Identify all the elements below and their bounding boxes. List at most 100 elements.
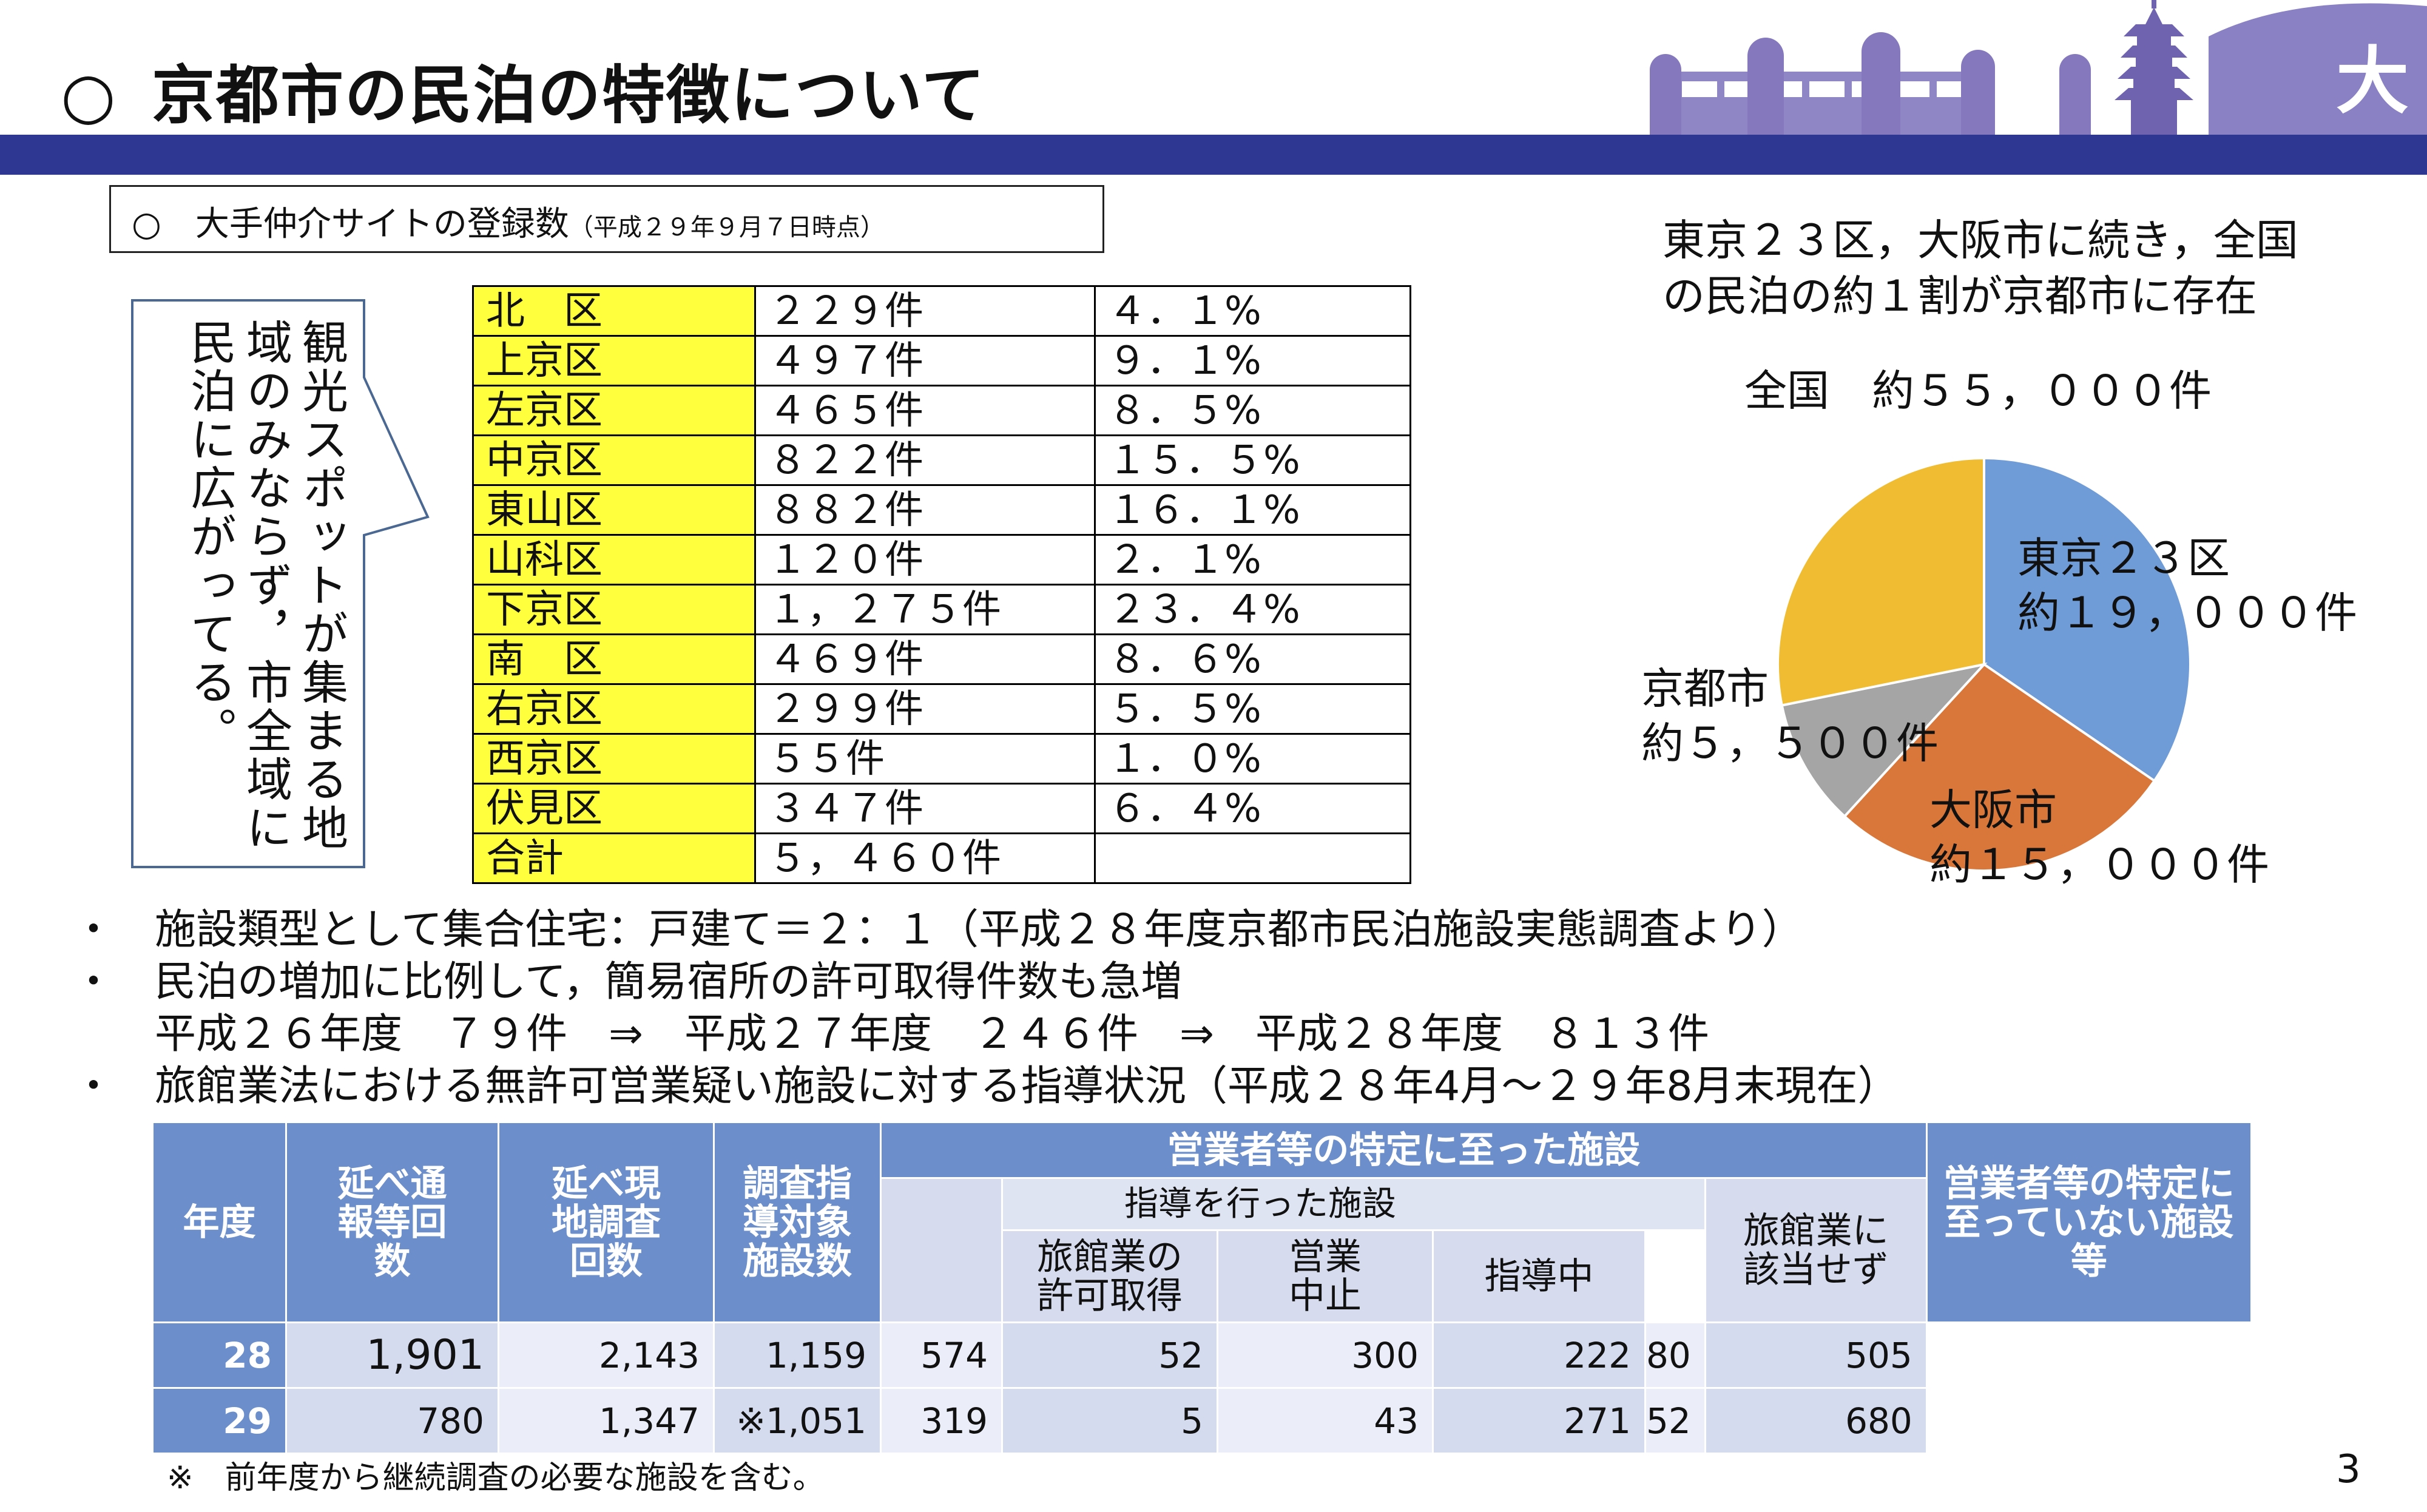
cell-ongoing: 271 bbox=[1432, 1387, 1646, 1454]
ward-row: 右京区 ２９９件 ５．５% bbox=[472, 683, 1411, 735]
subheading-box: ○ 大手仲介サイトの登録数（平成２９年９月７日時点） bbox=[109, 185, 1104, 253]
callout-shape bbox=[131, 299, 430, 868]
ward-count: １２０件 bbox=[754, 534, 1096, 586]
bullet-item: ・民泊の増加に比例して，簡易宿所の許可取得件数も急増 bbox=[73, 956, 1899, 1008]
cell-stopped: 300 bbox=[1217, 1321, 1434, 1389]
cell-year: 28 bbox=[152, 1321, 287, 1389]
bullet-dot: ・ bbox=[73, 1062, 115, 1110]
ward-row: 南 区 ４６９件 ８．６% bbox=[472, 633, 1411, 685]
title-text: 京都市の民泊の特徴について bbox=[152, 58, 986, 132]
title-circle: ○ bbox=[61, 58, 117, 132]
ward-row: 西京区 ５５件 １．０% bbox=[472, 733, 1411, 785]
ward-count: ８２２件 bbox=[754, 434, 1096, 486]
ward-count: ５，４６０件 bbox=[754, 832, 1096, 884]
header-visits: 延べ現地調査回数 bbox=[498, 1121, 715, 1323]
ward-row: 伏見区 ３４７件 ６．４% bbox=[472, 783, 1411, 834]
pie-title: 全国 約５５，０００件 bbox=[1744, 366, 2212, 416]
ward-percent: ８．５% bbox=[1094, 385, 1411, 436]
ward-count: ４６９件 bbox=[754, 633, 1096, 685]
pie-label-tokyo: 東京２３区 約１９，０００件 bbox=[2017, 531, 2357, 640]
ward-row: 北 区 ２２９件 ４．１% bbox=[472, 285, 1411, 337]
header-permit: 旅館業の許可取得 bbox=[1001, 1229, 1218, 1323]
cell-reports: 780 bbox=[285, 1387, 499, 1454]
bullet-dot: ・ bbox=[73, 906, 115, 954]
cell-visits: 1,347 bbox=[498, 1387, 715, 1454]
pie-label-kyoto: 京都市 約５，５００件 bbox=[1641, 661, 1939, 771]
pie-slice-tokyo bbox=[1983, 456, 2192, 783]
subheading-text: ○ 大手仲介サイトの登録数 bbox=[132, 204, 569, 244]
pie-chart bbox=[1777, 456, 2192, 872]
header-identified-count bbox=[880, 1177, 1003, 1323]
ward-name: 東山区 bbox=[472, 484, 756, 536]
cell-reports: 1,901 bbox=[285, 1321, 499, 1389]
subheading-note: （平成２９年９月７日時点） bbox=[569, 214, 885, 241]
ward-name: 伏見区 bbox=[472, 783, 756, 834]
ward-row: 中京区 ８２２件 １５．５% bbox=[472, 434, 1411, 486]
callout-bubble bbox=[130, 299, 440, 869]
bullet-item: ・旅館業法における無許可営業疑い施設に対する指導状況（平成２８年4月～２９年8月… bbox=[73, 1061, 1899, 1113]
header-reports: 延べ通報等回数 bbox=[285, 1121, 499, 1323]
header-year: 年度 bbox=[152, 1121, 287, 1323]
callout-text: 観光スポットが集まる地域のみならず，市全域に民泊に広がってる。 bbox=[183, 319, 348, 852]
ward-percent bbox=[1094, 832, 1411, 884]
cell-ongoing: 222 bbox=[1432, 1321, 1646, 1389]
ward-percent: ９．１% bbox=[1094, 335, 1411, 386]
ward-name: 山科区 bbox=[472, 534, 756, 586]
ward-percent: ５．５% bbox=[1094, 683, 1411, 735]
guidance-row: 28 1,901 2,143 1,159 574 52 300 222 80 505 bbox=[152, 1321, 2252, 1389]
ward-row: 合計 ５，４６０件 bbox=[472, 832, 1411, 884]
header-guided: 指導を行った施設 bbox=[1001, 1177, 1706, 1231]
pie-label-osaka-name: 大阪市 bbox=[1929, 785, 2057, 835]
header-unidentified: 営業者等の特定に至っていない施設等 bbox=[1925, 1121, 2252, 1323]
ward-name: 下京区 bbox=[472, 584, 756, 635]
right-note-line1: 東京２３区，大阪市に続き，全国 bbox=[1662, 215, 2298, 265]
right-note-line2: の民泊の約１割が京都市に存在 bbox=[1662, 271, 2257, 321]
bullet-text: 旅館業法における無許可営業疑い施設に対する指導状況（平成２８年4月～２９年8月末… bbox=[155, 1062, 1899, 1110]
ward-count: ２９９件 bbox=[754, 683, 1096, 735]
ward-percent: １６．１% bbox=[1094, 484, 1411, 536]
cell-identified: 574 bbox=[880, 1321, 1003, 1389]
cell-year: 29 bbox=[152, 1387, 287, 1454]
header-targets: 調査指導対象施設数 bbox=[713, 1121, 882, 1323]
pie-label-kyoto-value: 約５，５００件 bbox=[1641, 718, 1939, 768]
ward-percent: ２．１% bbox=[1094, 534, 1411, 586]
ward-name: 中京区 bbox=[472, 434, 756, 486]
ward-registration-table: 北 区 ２２９件 ４．１% 上京区 ４９７件 ９．１% 左京区 ４６５件 ８．５% 中京区 ８２２件… bbox=[472, 285, 1411, 884]
cell-targets: 1,159 bbox=[713, 1321, 882, 1389]
ward-name: 北 区 bbox=[472, 285, 756, 337]
bullet-text: 平成２６年度 ７９件 ⇒ 平成２７年度 ２４６件 ⇒ 平成２８年度 ８１３件 bbox=[155, 1010, 1709, 1058]
ward-row: 下京区 １，２７５件 ２３．４% bbox=[472, 584, 1411, 635]
bullet-item: 平成２６年度 ７９件 ⇒ 平成２７年度 ２４６件 ⇒ 平成２８年度 ８１３件 bbox=[73, 1008, 1899, 1061]
ward-count: ８８２件 bbox=[754, 484, 1096, 536]
bullet-item: ・施設類型として集合住宅：戸建て＝２：１（平成２８年度京都市民泊施設実態調査より… bbox=[73, 904, 1899, 956]
ward-count: ２２９件 bbox=[754, 285, 1096, 337]
footnote: ※ 前年度から継続調査の必要な施設を含む。 bbox=[167, 1460, 825, 1496]
ward-name: 南 区 bbox=[472, 633, 756, 685]
ward-count: ３４７件 bbox=[754, 783, 1096, 834]
ward-row: 左京区 ４６５件 ８．５% bbox=[472, 385, 1411, 436]
cell-unidentified: 680 bbox=[1704, 1387, 1928, 1454]
cell-unidentified: 505 bbox=[1704, 1321, 1928, 1389]
ward-name: 右京区 bbox=[472, 683, 756, 735]
pie-slice-other-gray bbox=[1780, 662, 1988, 818]
pie-label-osaka: 大阪市 約１５，０００件 bbox=[1929, 783, 2269, 892]
ward-percent: ２３．４% bbox=[1094, 584, 1411, 635]
ward-row: 東山区 ８８２件 １６．１% bbox=[472, 484, 1411, 536]
pie-label-osaka-value: 約１５，０００件 bbox=[1929, 840, 2269, 889]
bullet-text: 民泊の増加に比例して，簡易宿所の許可取得件数も急増 bbox=[155, 958, 1183, 1006]
ward-row: 山科区 １２０件 ２．１% bbox=[472, 534, 1411, 586]
cell-identified: 319 bbox=[880, 1387, 1003, 1454]
ward-percent: １．０% bbox=[1094, 733, 1411, 785]
page-title: ○ 京都市の民泊の特徴について bbox=[61, 44, 986, 135]
ward-name: 左京区 bbox=[472, 385, 756, 436]
logo-character: 大 bbox=[2336, 39, 2409, 124]
bullet-text: 施設類型として集合住宅：戸建て＝２：１（平成２８年度京都市民泊施設実態調査より） bbox=[155, 906, 1803, 954]
header-banner bbox=[0, 135, 2427, 175]
ward-percent: １５．５% bbox=[1094, 434, 1411, 486]
pie-label-tokyo-value: 約１９，０００件 bbox=[2017, 588, 2357, 638]
ward-percent: ４．１% bbox=[1094, 285, 1411, 337]
bullet-list: ・施設類型として集合住宅：戸建て＝２：１（平成２８年度京都市民泊施設実態調査より… bbox=[73, 904, 1899, 1113]
cell-targets: ※1,051 bbox=[713, 1387, 882, 1454]
kyoto-skyline-logo: 大 bbox=[1650, 0, 2427, 137]
cell-stopped: 43 bbox=[1217, 1387, 1434, 1454]
